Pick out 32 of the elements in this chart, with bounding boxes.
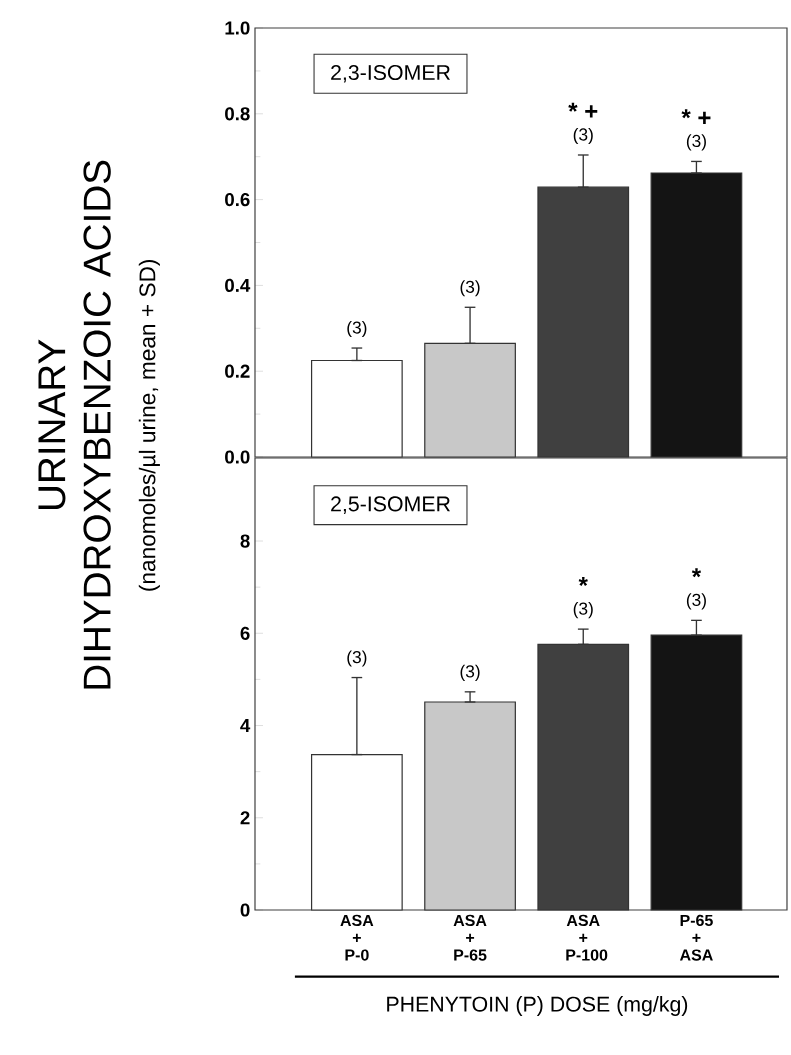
annotation: * <box>578 576 588 586</box>
annotation: * + <box>568 102 598 118</box>
x-tick-label: P-65 + ASA <box>679 914 713 961</box>
text: 2,3-ISOMER <box>331 64 450 83</box>
y-tick-label: 2 <box>240 811 250 825</box>
y-tick-label: 6 <box>240 626 250 640</box>
y-tick-label: 0.4 <box>225 278 251 293</box>
y-tick-label: 0.8 <box>225 107 250 121</box>
annotation: (3) <box>573 602 593 619</box>
y-tick-label: 0.6 <box>225 192 250 207</box>
y-tick-label: 0.2 <box>225 364 250 378</box>
y-axis-title: URINARY DIHYDROXYBENZOIC ACIDS <box>38 160 111 689</box>
annotation: (3) <box>347 320 367 338</box>
x-tick-label: ASA + P-0 <box>340 914 374 961</box>
x-axis-title: PHENYTOIN (P) DOSE (mg/kg) <box>387 996 688 1016</box>
x-tick-label: ASA + P-100 <box>566 914 608 961</box>
annotation: * <box>691 568 702 578</box>
y-tick-label: 0 <box>240 903 250 917</box>
y-tick-label: 8 <box>240 534 250 548</box>
annotation: (3) <box>573 127 593 145</box>
text: 2,5-ISOMER <box>331 496 450 514</box>
x-tick-label: ASA + P-65 <box>453 914 487 961</box>
y-tick-label: 4 <box>240 719 251 732</box>
annotation: (3) <box>460 280 480 297</box>
y-tick-label: 1.0 <box>225 21 250 35</box>
annotation: * + <box>681 109 711 124</box>
annotation: (3) <box>347 650 367 667</box>
annotation: (3) <box>686 593 706 610</box>
y-tick-label: 0.0 <box>225 450 250 464</box>
y-axis-title: (nanomoles/µl urine, mean + SD) <box>138 259 160 591</box>
annotation: (3) <box>460 664 480 681</box>
annotation: (3) <box>686 134 706 151</box>
